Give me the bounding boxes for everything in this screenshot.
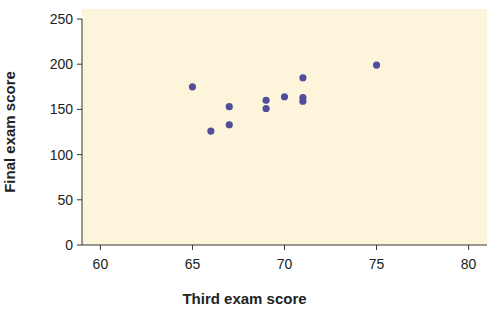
y-tick-label: 50 [57, 192, 73, 208]
point [189, 83, 196, 90]
y-tick-label: 100 [50, 147, 74, 163]
point [299, 74, 306, 81]
x-tick [100, 245, 101, 250]
plot-background [82, 9, 487, 245]
point [281, 93, 288, 100]
y-tick-label: 150 [50, 101, 74, 117]
x-tick-label: 65 [185, 256, 201, 272]
chart: 0 50 100 150 200 250 60 65 70 75 80 Third exam scor… [0, 0, 487, 317]
y-tick [77, 64, 82, 65]
points [189, 62, 380, 135]
y-tick-label: 200 [50, 56, 74, 72]
y-tick-label: 0 [65, 237, 73, 253]
y-tick [77, 154, 82, 155]
y-tick [77, 19, 82, 20]
point [373, 62, 380, 69]
point [226, 121, 233, 128]
point [226, 103, 233, 110]
point [299, 98, 306, 105]
point [262, 97, 269, 104]
x-axis-label: Third exam score [182, 290, 306, 307]
x-tick [376, 245, 377, 250]
x-tick [468, 245, 469, 250]
y-tick [77, 245, 82, 246]
point [207, 127, 214, 134]
x-tick-label: 75 [369, 256, 385, 272]
y-tick [77, 109, 82, 110]
y-tick-label: 250 [50, 11, 74, 27]
x-tick [192, 245, 193, 250]
point [262, 105, 269, 112]
y-tick [77, 199, 82, 200]
x-tick-label: 60 [93, 256, 109, 272]
x-tick [284, 245, 285, 250]
y-axis-label: Final exam score [1, 71, 18, 193]
y-axis-line [82, 19, 83, 245]
x-tick-label: 70 [277, 256, 293, 272]
x-tick-label: 80 [461, 256, 477, 272]
